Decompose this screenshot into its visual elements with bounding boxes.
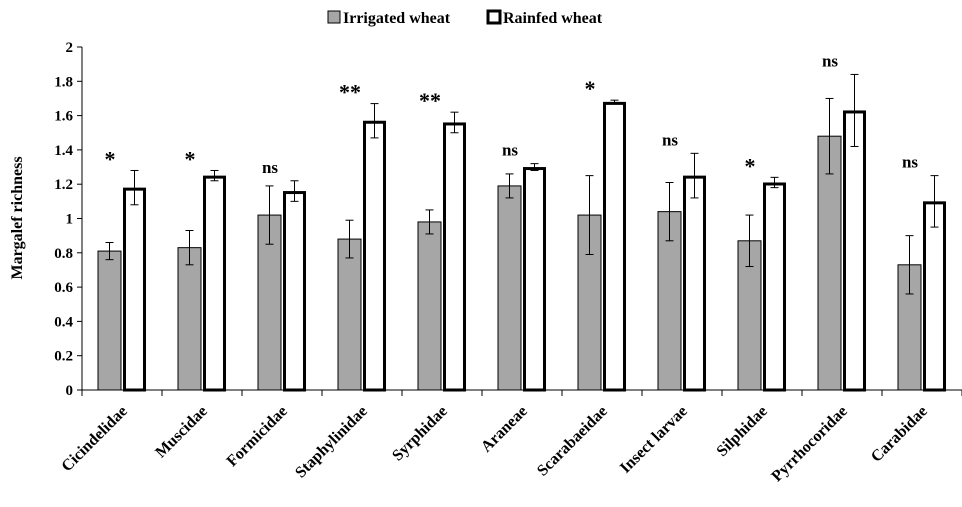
x-category-label: Staphylinidae [292, 403, 371, 482]
legend-swatch-rainfed [486, 9, 502, 25]
x-category-label: Silphidae [714, 403, 771, 460]
bar-irrigated [177, 247, 202, 391]
significance-label: * [745, 153, 756, 178]
bar-rainfed [363, 120, 386, 392]
bar-irrigated [337, 238, 362, 391]
legend: Irrigated wheat Rainfed wheat [327, 9, 603, 27]
y-tick-label: 0.4 [54, 314, 73, 330]
bar-rainfed [443, 122, 466, 392]
bar-rainfed [683, 175, 706, 392]
y-tick-label: 1.2 [54, 177, 73, 193]
y-tick-label: 0.8 [54, 246, 73, 262]
bar-irrigated [497, 185, 522, 391]
x-category-label: Formicidae [224, 403, 291, 470]
y-tick-label: 1.8 [54, 74, 73, 90]
bar-rainfed [283, 191, 306, 392]
x-category-label: Cicindelidae [58, 403, 130, 475]
y-axis-label: Margalef richness [9, 156, 26, 279]
legend-label-irrigated: Irrigated wheat [343, 10, 451, 27]
legend-swatch-irrigated [327, 10, 341, 24]
bar-rainfed [843, 110, 866, 392]
y-tick-label: 1.4 [54, 143, 73, 159]
x-category-label: Muscidae [152, 403, 211, 462]
x-category-label: Araneae [478, 403, 531, 456]
bar-rainfed [923, 201, 946, 392]
significance-label: ns [822, 51, 838, 70]
significance-label: ** [419, 88, 441, 113]
y-tick-label: 0.6 [54, 280, 73, 296]
x-category-label: Pyrrhocoridae [768, 403, 850, 485]
x-category-label: Carabidae [868, 403, 931, 466]
significance-label: * [105, 146, 116, 171]
significance-label: ns [262, 158, 278, 177]
x-category-label: Scarabaeidae [534, 403, 611, 480]
y-tick-label: 1.6 [54, 109, 73, 125]
bar-rainfed [763, 182, 786, 392]
legend-label-rainfed: Rainfed wheat [503, 10, 603, 27]
y-tick-label: 2 [66, 40, 74, 56]
significance-label: ** [339, 80, 361, 105]
significance-label: ns [902, 153, 918, 172]
plot-area: 0 0.2 0.4 0.6 0.8 1 1.2 1.4 1.6 1.8 2 * Cicindelidae… [54, 40, 962, 485]
bar-irrigated [417, 221, 442, 391]
bar-rainfed [523, 167, 546, 392]
y-tick-label: 1 [66, 212, 74, 228]
bar-rainfed [603, 101, 626, 392]
x-category-label: Syrphidae [389, 403, 451, 465]
y-tick-label: 0.2 [54, 349, 73, 365]
significance-label: * [185, 146, 196, 171]
bar-rainfed [123, 187, 146, 392]
y-tick-label: 0 [66, 383, 74, 399]
significance-label: ns [662, 130, 678, 149]
significance-label: * [585, 76, 596, 101]
bar-rainfed [203, 175, 226, 392]
x-category-label: Insect larvae [617, 403, 691, 477]
significance-label: ns [502, 141, 518, 160]
bar-irrigated [97, 250, 122, 391]
